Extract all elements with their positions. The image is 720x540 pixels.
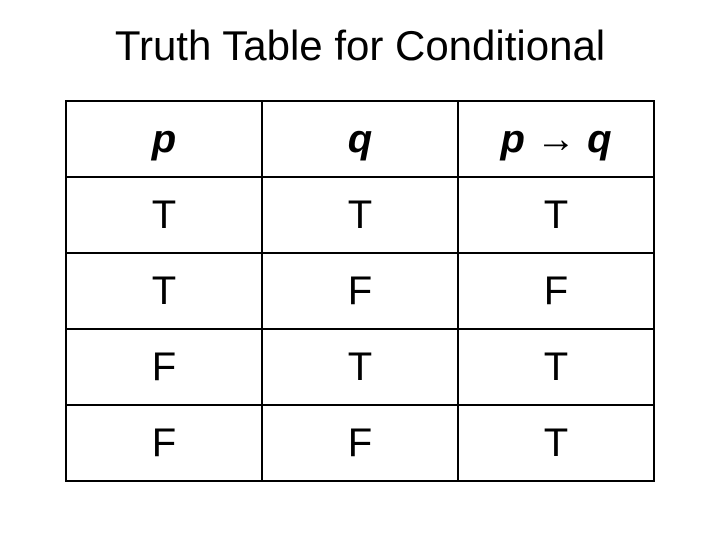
cell: F bbox=[458, 253, 654, 329]
table-row: F T T bbox=[66, 329, 654, 405]
table-container: p q p → q T T T T F F bbox=[0, 100, 720, 482]
cell: T bbox=[458, 405, 654, 481]
cell: T bbox=[262, 177, 458, 253]
slide-page: Truth Table for Conditional p q p → q T … bbox=[0, 0, 720, 540]
cell: T bbox=[66, 253, 262, 329]
arrow-icon: → bbox=[525, 117, 587, 161]
header-p: p bbox=[500, 117, 524, 161]
col-header-p: p bbox=[66, 101, 262, 177]
table-header-row: p q p → q bbox=[66, 101, 654, 177]
truth-table: p q p → q T T T T F F bbox=[65, 100, 655, 482]
table-row: T F F bbox=[66, 253, 654, 329]
cell: T bbox=[66, 177, 262, 253]
cell: F bbox=[262, 253, 458, 329]
cell: F bbox=[262, 405, 458, 481]
col-header-p-implies-q: p → q bbox=[458, 101, 654, 177]
col-header-q: q bbox=[262, 101, 458, 177]
page-title: Truth Table for Conditional bbox=[0, 22, 720, 70]
cell: T bbox=[458, 177, 654, 253]
table-row: T T T bbox=[66, 177, 654, 253]
header-q: q bbox=[587, 117, 611, 161]
cell: F bbox=[66, 405, 262, 481]
table-row: F F T bbox=[66, 405, 654, 481]
cell: T bbox=[458, 329, 654, 405]
cell: F bbox=[66, 329, 262, 405]
cell: T bbox=[262, 329, 458, 405]
